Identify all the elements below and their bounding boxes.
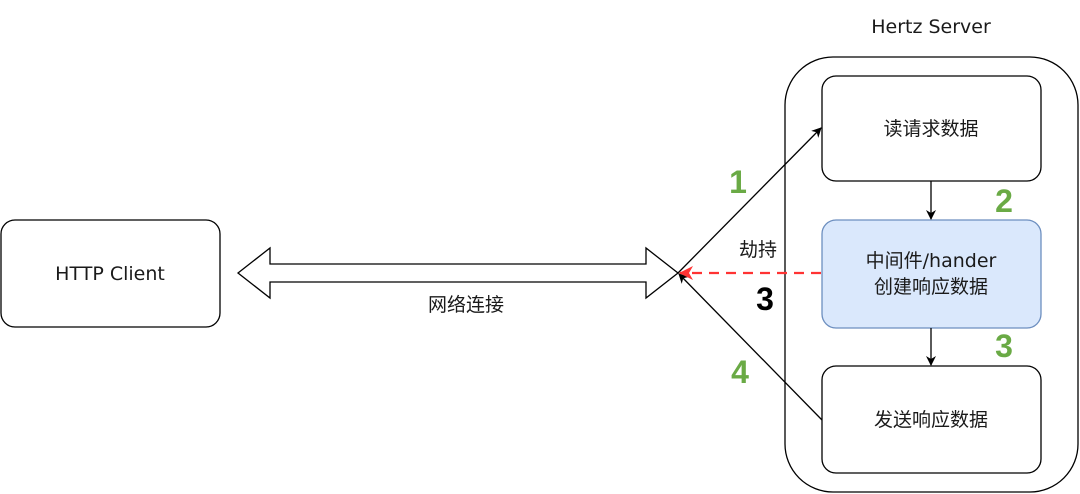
send-response-node: 发送响应数据 bbox=[821, 365, 1042, 474]
step-4-label: 4 bbox=[731, 354, 749, 390]
handler-label-line1: 中间件/hander bbox=[866, 250, 997, 272]
step-3-hijack-label: 3 bbox=[756, 281, 774, 317]
step-2-label: 2 bbox=[995, 183, 1013, 219]
server-title: Hertz Server bbox=[871, 16, 991, 38]
step-3-label: 3 bbox=[995, 328, 1013, 364]
handler-label-line2: 创建响应数据 bbox=[874, 276, 988, 298]
send-response-label: 发送响应数据 bbox=[874, 409, 988, 431]
handler-node: 中间件/hander 创建响应数据 bbox=[821, 219, 1042, 329]
hijack-label: 劫持 bbox=[739, 239, 777, 261]
request-arrow bbox=[677, 127, 822, 274]
http-client-label: HTTP Client bbox=[55, 263, 165, 285]
hertz-server-container: Hertz Server bbox=[784, 16, 1079, 493]
step-1-label: 1 bbox=[729, 164, 747, 200]
read-request-node: 读请求数据 bbox=[821, 75, 1042, 182]
network-connection-label: 网络连接 bbox=[428, 294, 504, 316]
response-arrow bbox=[678, 273, 823, 421]
http-client-node: HTTP Client bbox=[0, 219, 221, 328]
network-connection-arrow: 网络连接 bbox=[236, 246, 680, 316]
read-request-label: 读请求数据 bbox=[883, 118, 978, 140]
